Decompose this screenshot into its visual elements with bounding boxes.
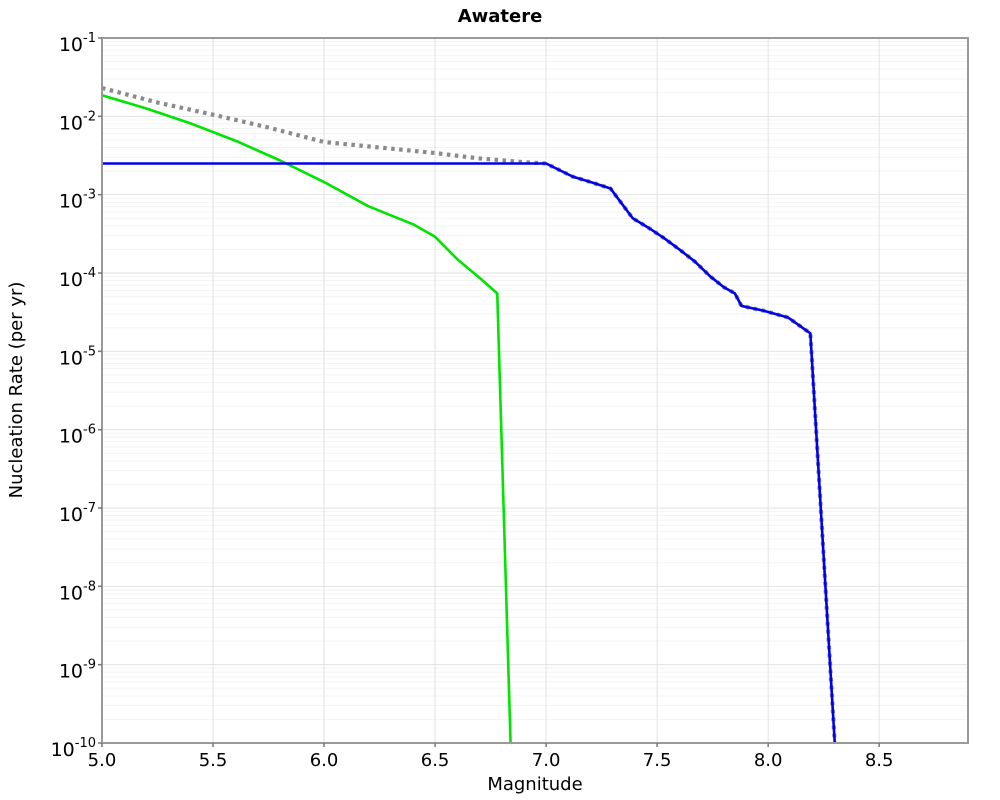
x-tick-label: 6.0: [310, 750, 339, 771]
series-green-solid: [101, 93, 512, 744]
tick-labels: 5.0 5.5 6.0 6.5 7.0 7.5 8.0 8.5 10-1 10-2 10-3 10-4…: [51, 31, 894, 771]
data-series: [101, 85, 837, 744]
y-tick-label: 10-9: [59, 658, 96, 683]
series-blue-solid: [102, 162, 837, 744]
chart-title: Awatere: [458, 6, 543, 27]
x-tick-label: 8.5: [865, 750, 894, 771]
x-tick-label: 5.0: [88, 750, 117, 771]
y-tick-label: 10-1: [59, 31, 96, 56]
y-tick-label: 10-2: [59, 109, 96, 134]
y-tick-label: 10-8: [59, 579, 96, 604]
x-tick-label: 7.0: [532, 750, 561, 771]
y-tick-label: 10-10: [51, 736, 96, 761]
gridlines-major: [101, 37, 968, 744]
y-tick-label: 10-5: [59, 344, 96, 369]
x-tick-label: 6.5: [421, 750, 450, 771]
y-axis-label: Nucleation Rate (per yr): [6, 282, 27, 499]
x-tick-label: 8.0: [754, 750, 783, 771]
x-tick-label: 7.5: [643, 750, 672, 771]
series-gray-dotted-total: [101, 85, 837, 744]
x-tick-label: 5.5: [199, 750, 228, 771]
y-tick-label: 10-7: [59, 501, 96, 526]
gridlines-minor: [102, 41, 968, 720]
plot-frame: [101, 37, 969, 744]
y-tick-label: 10-4: [59, 266, 96, 291]
y-tick-label: 10-3: [59, 188, 96, 213]
axis-ticks: [98, 37, 880, 747]
y-tick-label: 10-6: [59, 423, 96, 448]
x-axis-label: Magnitude: [487, 774, 582, 795]
